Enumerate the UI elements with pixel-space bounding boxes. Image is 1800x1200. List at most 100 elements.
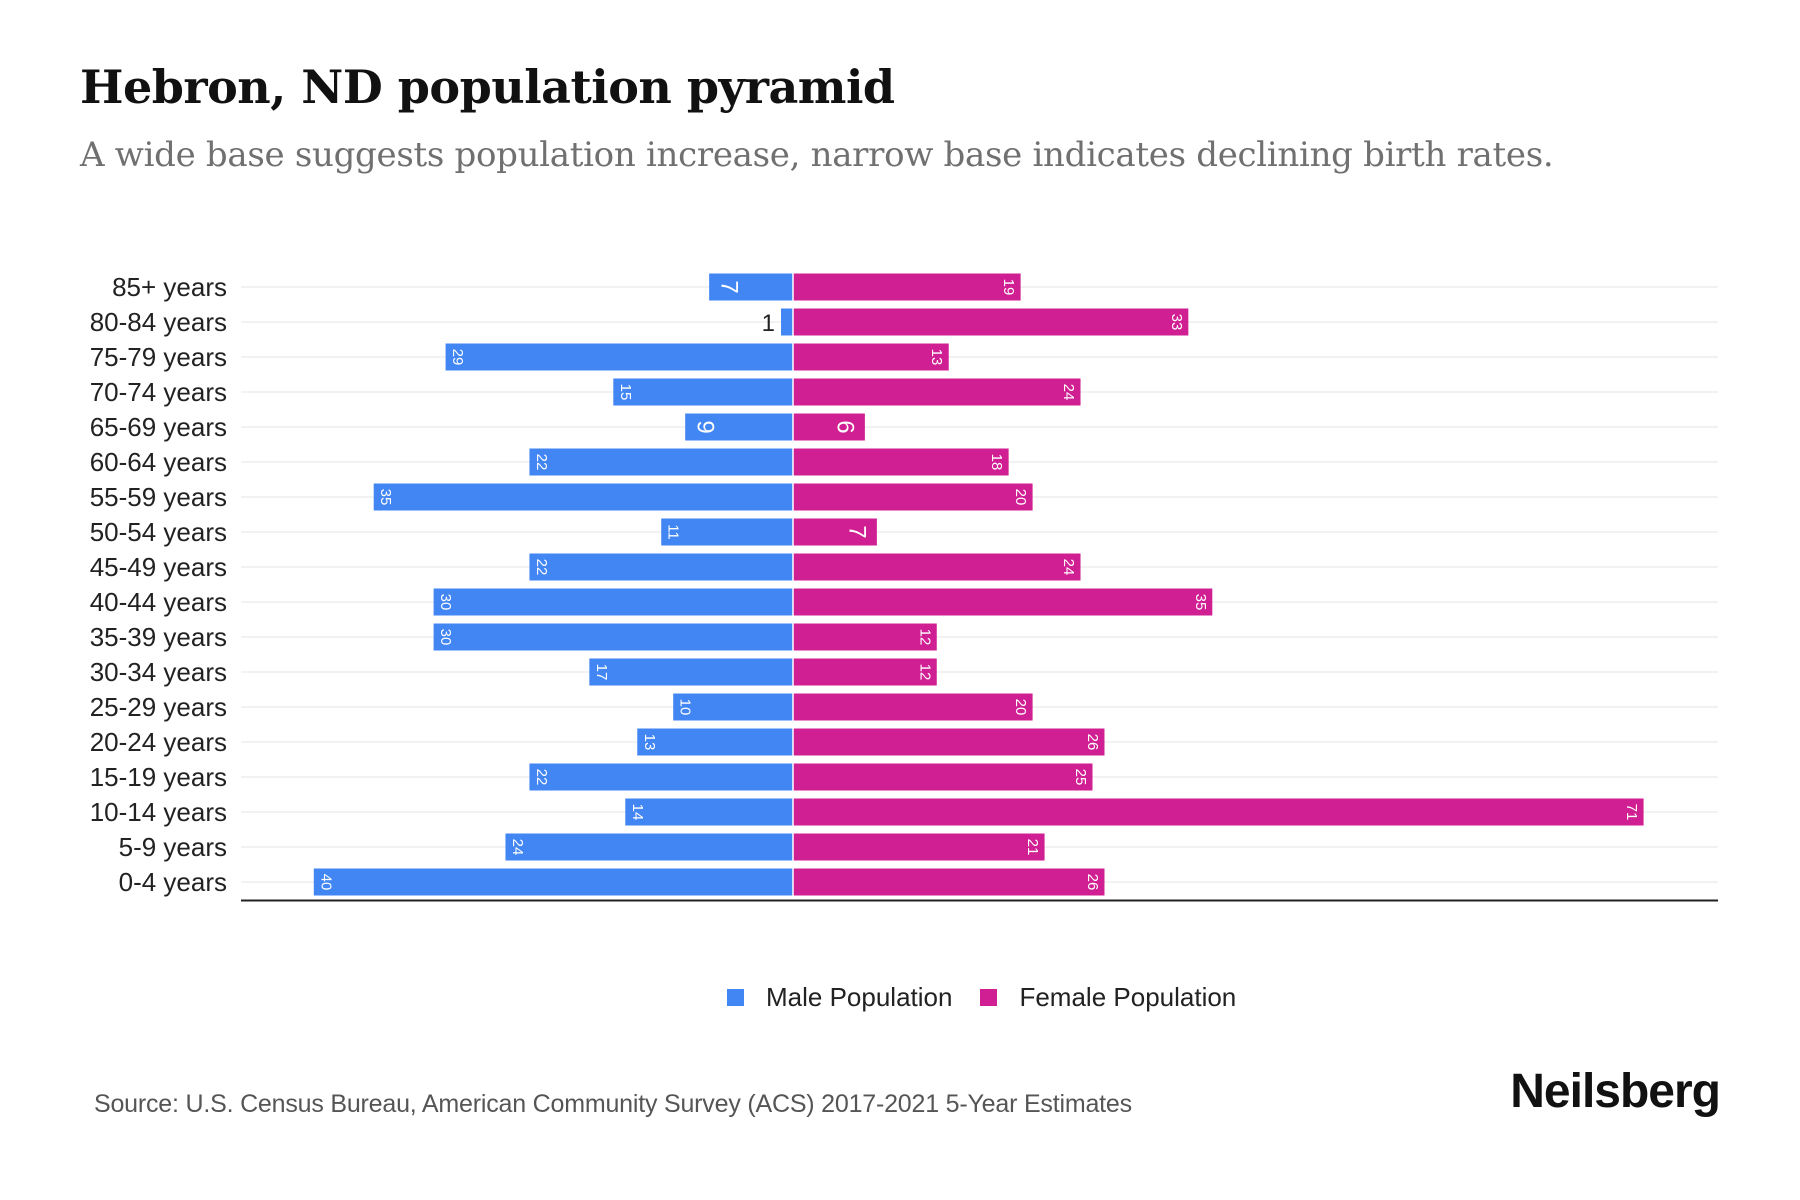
category-label: 25-29 years	[90, 692, 227, 722]
data-label-female: 18	[988, 454, 1005, 471]
bar-female	[793, 658, 937, 686]
data-label-male: 40	[317, 874, 334, 891]
data-label-female: 26	[1084, 734, 1101, 751]
bars	[313, 271, 1644, 896]
legend-label-female: Female Population	[1019, 982, 1237, 1012]
legend-swatch-male	[727, 989, 744, 1006]
bar-female	[793, 483, 1033, 511]
legend-label-male: Male Population	[766, 982, 953, 1012]
bar-female	[793, 868, 1105, 896]
bar-female	[793, 308, 1189, 336]
data-label-male: 17	[593, 664, 610, 681]
data-label-female: 24	[1060, 384, 1077, 401]
data-label-female: 24	[1060, 559, 1077, 576]
data-label-male: 30	[437, 594, 454, 611]
bar-female	[793, 343, 949, 371]
bar-male	[529, 763, 793, 791]
category-label: 30-34 years	[90, 657, 227, 687]
category-label: 85+ years	[112, 272, 227, 302]
population-pyramid-chart: 85+ years 80-84 years 75-79 years 70-74 yea…	[90, 271, 1718, 902]
bar-male	[433, 623, 793, 651]
bar-male	[673, 693, 793, 721]
bar-male	[637, 728, 793, 756]
category-label: 5-9 years	[119, 832, 227, 862]
brand-logo: Neilsberg	[1510, 1065, 1721, 1118]
data-label-female: 26	[1084, 874, 1101, 891]
data-label-female: 71	[1623, 804, 1640, 821]
data-label-female: 33	[1168, 314, 1185, 331]
data-label-female: 6	[831, 420, 858, 433]
bar-male	[445, 343, 793, 371]
data-label-female: 13	[928, 349, 945, 366]
source-note: Source: U.S. Census Bureau, American Com…	[94, 1090, 1132, 1118]
data-label-male: 30	[437, 629, 454, 646]
data-label-female: 25	[1072, 769, 1089, 786]
category-label: 70-74 years	[90, 377, 227, 407]
category-label: 50-54 years	[90, 517, 227, 547]
data-label-female: 35	[1192, 594, 1209, 611]
bar-female	[793, 728, 1105, 756]
category-label: 20-24 years	[90, 727, 227, 757]
legend: Male Population Female Population	[727, 982, 1264, 1013]
bar-male	[685, 413, 793, 441]
bar-female	[793, 378, 1081, 406]
bar-male	[433, 588, 793, 616]
chart-subtitle: A wide base suggests population increase…	[80, 135, 1554, 175]
data-label-male: 15	[617, 384, 634, 401]
bar-female	[793, 588, 1213, 616]
category-label: 55-59 years	[90, 482, 227, 512]
category-label: 15-19 years	[90, 762, 227, 792]
bar-male	[529, 553, 793, 581]
bar-female	[793, 413, 865, 441]
data-label-female: 19	[1000, 279, 1017, 296]
bar-female	[793, 273, 1021, 301]
data-label-male: 29	[449, 349, 466, 366]
category-label: 40-44 years	[90, 587, 227, 617]
data-label-female: 20	[1012, 699, 1029, 716]
data-label-male: 1	[762, 310, 775, 337]
data-label-male: 22	[533, 559, 550, 576]
bar-male	[313, 868, 793, 896]
data-label-male: 9	[692, 420, 719, 433]
bar-male	[589, 658, 793, 686]
bar-female	[793, 763, 1093, 791]
data-label-male: 24	[509, 839, 526, 856]
data-label-female: 12	[916, 629, 933, 646]
bar-male	[529, 448, 793, 476]
bar-female	[793, 798, 1644, 826]
bar-female	[793, 448, 1009, 476]
data-label-male: 10	[677, 699, 694, 716]
bar-male	[709, 273, 793, 301]
data-label-male: 7	[716, 280, 743, 293]
data-label-male: 35	[377, 489, 394, 506]
bar-female	[793, 623, 937, 651]
data-label-male: 22	[533, 454, 550, 471]
legend-item-male[interactable]: Male Population	[727, 982, 952, 1013]
bar-male	[661, 518, 793, 546]
bar-male	[613, 378, 793, 406]
category-labels: 85+ years 80-84 years 75-79 years 70-74 yea…	[90, 272, 227, 897]
bar-female	[793, 553, 1081, 581]
bar-male	[625, 798, 793, 826]
category-label: 45-49 years	[90, 552, 227, 582]
data-label-female: 12	[916, 664, 933, 681]
data-label-female: 20	[1012, 489, 1029, 506]
data-label-female: 7	[843, 525, 870, 538]
data-label-male: 11	[665, 524, 682, 540]
bar-female	[793, 518, 877, 546]
data-label-male: 13	[641, 734, 658, 751]
data-label-male: 22	[533, 769, 550, 786]
chart-title: Hebron, ND population pyramid	[80, 60, 895, 114]
grid-lines	[241, 286, 1718, 883]
bar-male	[781, 308, 793, 336]
legend-item-female[interactable]: Female Population	[980, 982, 1236, 1013]
data-label-male: 14	[629, 804, 646, 821]
category-label: 0-4 years	[119, 867, 227, 897]
data-labels: 7 19 1 33 29 13 15 24 9 6 22 18 35 20 11 7 22 24 30 35 30 12 1…	[317, 279, 1640, 891]
legend-swatch-female	[980, 989, 998, 1006]
category-label: 75-79 years	[90, 342, 227, 372]
data-label-female: 21	[1024, 839, 1041, 856]
category-label: 60-64 years	[90, 447, 227, 477]
category-label: 35-39 years	[90, 622, 227, 652]
bar-male	[373, 483, 793, 511]
